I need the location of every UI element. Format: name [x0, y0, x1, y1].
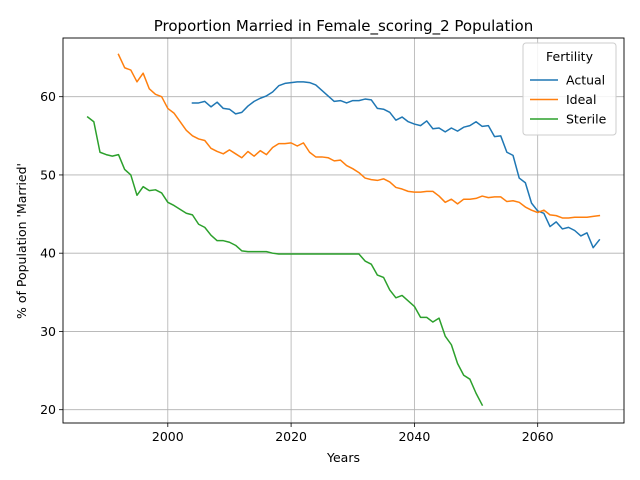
x-axis-title: Years: [326, 450, 360, 465]
y-tick-label: 20: [40, 402, 56, 417]
legend-label-ideal: Ideal: [566, 92, 596, 107]
y-tick-label: 50: [40, 167, 56, 182]
y-tick-label: 30: [40, 324, 56, 339]
x-tick-label: 2020: [275, 429, 307, 444]
legend-entries: Actual Ideal Sterile: [530, 73, 607, 127]
series-line-actual: [191, 81, 601, 249]
axis-ticks: 2000 2020 2040 2060 20 30 40 50 60: [40, 89, 554, 444]
x-tick-label: 2000: [152, 429, 184, 444]
legend-box: [522, 42, 617, 136]
legend-label-actual: Actual: [566, 73, 605, 88]
series-line-ideal: [117, 53, 601, 219]
series-lines: [86, 53, 601, 407]
x-tick-label: 2040: [398, 429, 430, 444]
series-line-sterile: [86, 115, 484, 407]
legend: Fertility Actual Ideal Sterile: [522, 42, 617, 136]
legend-label-sterile: Sterile: [566, 112, 607, 127]
plot-frame: [62, 37, 625, 424]
chart-title: Proportion Married in Female_scoring_2 P…: [154, 17, 533, 36]
y-tick-label: 60: [40, 89, 56, 104]
legend-title: Fertility: [546, 49, 594, 64]
y-tick-label: 40: [40, 246, 56, 261]
x-tick-label: 2060: [522, 429, 554, 444]
y-axis-title: % of Population 'Married': [14, 163, 29, 319]
